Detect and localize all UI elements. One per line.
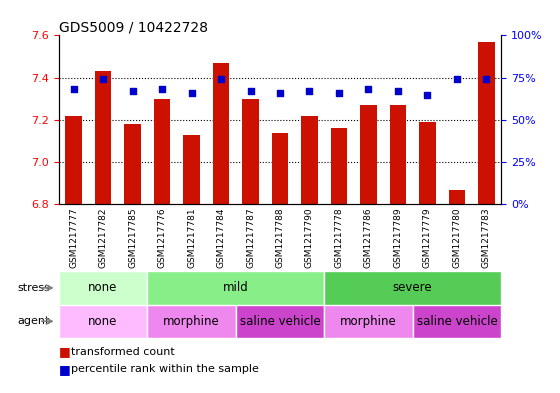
Bar xyxy=(324,305,413,338)
Bar xyxy=(59,271,147,305)
Bar xyxy=(147,271,324,305)
Point xyxy=(99,76,108,83)
Text: GSM1217785: GSM1217785 xyxy=(128,208,137,268)
Bar xyxy=(213,63,229,204)
Bar xyxy=(95,71,111,204)
Text: morphine: morphine xyxy=(340,315,397,328)
Text: GSM1217777: GSM1217777 xyxy=(69,208,78,268)
Text: ■: ■ xyxy=(59,345,74,358)
Bar xyxy=(449,189,465,204)
Point xyxy=(364,86,373,93)
Bar xyxy=(184,135,199,204)
Bar xyxy=(390,105,406,204)
Point xyxy=(482,76,491,83)
Text: GSM1217784: GSM1217784 xyxy=(217,208,226,268)
Bar xyxy=(66,116,82,204)
Text: GSM1217782: GSM1217782 xyxy=(99,208,108,268)
Text: GSM1217783: GSM1217783 xyxy=(482,208,491,268)
Text: agent: agent xyxy=(17,316,50,326)
Point xyxy=(217,76,226,83)
Text: transformed count: transformed count xyxy=(71,347,175,357)
Text: GSM1217789: GSM1217789 xyxy=(394,208,403,268)
Bar xyxy=(147,305,236,338)
Point xyxy=(128,88,137,94)
Point xyxy=(69,86,78,93)
Text: stress: stress xyxy=(17,283,50,293)
Text: mild: mild xyxy=(223,281,249,294)
Text: ■: ■ xyxy=(59,363,74,376)
Text: saline vehicle: saline vehicle xyxy=(240,315,320,328)
Point xyxy=(157,86,166,93)
Bar xyxy=(124,124,141,204)
Bar xyxy=(419,122,436,204)
Point xyxy=(334,90,343,96)
Point xyxy=(246,88,255,94)
Bar xyxy=(478,42,494,204)
Text: GSM1217780: GSM1217780 xyxy=(452,208,461,268)
Point xyxy=(423,91,432,97)
Text: none: none xyxy=(88,315,118,328)
Text: GSM1217778: GSM1217778 xyxy=(334,208,343,268)
Text: saline vehicle: saline vehicle xyxy=(417,315,497,328)
Point xyxy=(276,90,284,96)
Point xyxy=(305,88,314,94)
Point xyxy=(394,88,403,94)
Text: morphine: morphine xyxy=(163,315,220,328)
Text: percentile rank within the sample: percentile rank within the sample xyxy=(71,364,259,375)
Text: GSM1217787: GSM1217787 xyxy=(246,208,255,268)
Text: GSM1217776: GSM1217776 xyxy=(157,208,166,268)
Text: severe: severe xyxy=(393,281,432,294)
Bar xyxy=(272,132,288,204)
Bar xyxy=(154,99,170,204)
Bar xyxy=(242,99,259,204)
Text: GDS5009 / 10422728: GDS5009 / 10422728 xyxy=(59,20,208,34)
Point xyxy=(452,76,461,83)
Text: GSM1217786: GSM1217786 xyxy=(364,208,373,268)
Bar xyxy=(301,116,318,204)
Bar xyxy=(331,129,347,204)
Text: GSM1217781: GSM1217781 xyxy=(187,208,196,268)
Point xyxy=(187,90,196,96)
Text: GSM1217790: GSM1217790 xyxy=(305,208,314,268)
Bar xyxy=(413,305,501,338)
Bar xyxy=(361,105,376,204)
Text: GSM1217779: GSM1217779 xyxy=(423,208,432,268)
Bar xyxy=(236,305,324,338)
Bar xyxy=(59,305,147,338)
Text: GSM1217788: GSM1217788 xyxy=(276,208,284,268)
Bar xyxy=(324,271,501,305)
Text: none: none xyxy=(88,281,118,294)
